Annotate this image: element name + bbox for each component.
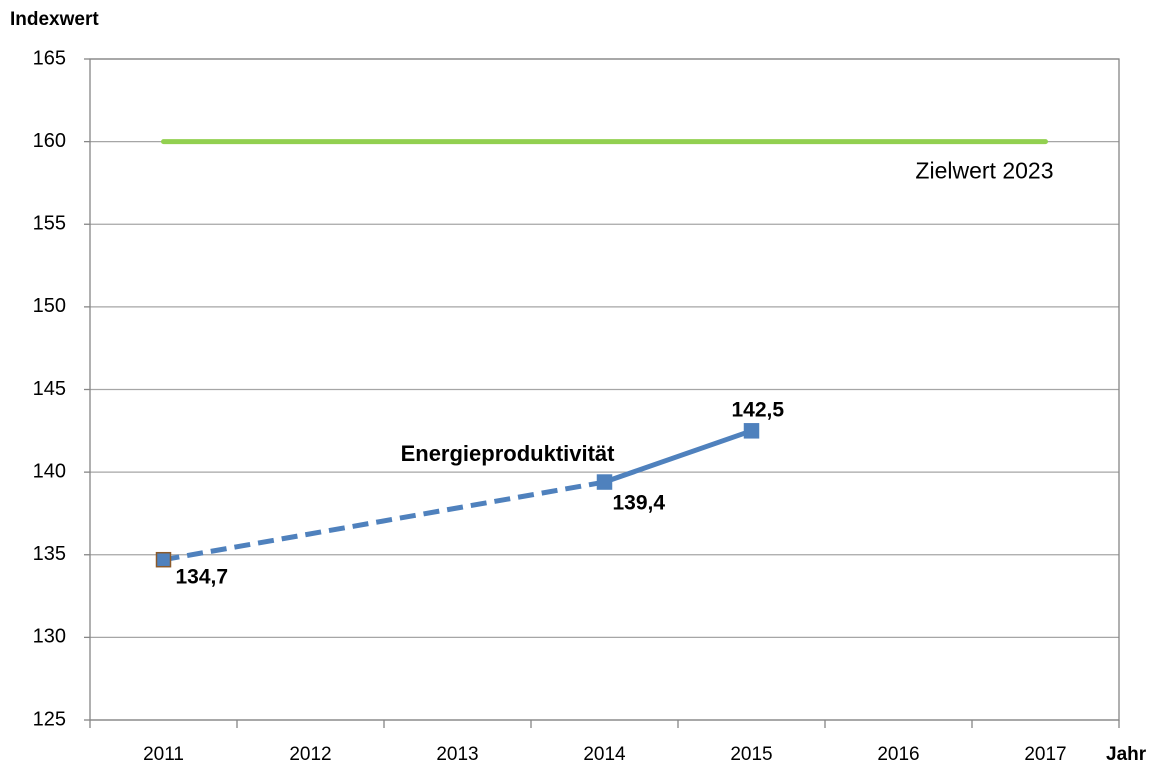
series-segment [603,428,753,485]
y-tick-label: 155 [33,213,66,235]
x-tick-label: 2015 [730,744,772,765]
y-tick-label: 135 [33,543,66,565]
y-tick-label: 160 [33,130,66,152]
series-segment [163,479,605,563]
x-tick-label: 2012 [289,744,331,765]
series-marker [743,423,760,439]
series-marker [155,551,172,568]
x-tick-label: 2017 [1024,744,1066,765]
plot-frame [89,58,1120,721]
y-tick-label: 145 [33,378,66,400]
x-tick-label: 2016 [877,744,919,765]
y-tick-label: 125 [33,708,66,730]
data-label: 134,7 [176,565,229,588]
y-tick-label: 140 [33,460,66,482]
y-tick-label: 165 [33,47,66,69]
x-tick-label: 2014 [583,744,626,765]
series-marker [596,474,613,490]
x-tick-label: 2013 [436,744,478,765]
y-tick-label: 130 [33,626,66,648]
series-label: Energieproduktivität [401,441,616,466]
x-tick-label: 2011 [143,744,184,765]
x-axis-label: Jahr [1106,744,1147,765]
target-label: Zielwert 2023 [915,158,1053,184]
y-axis-label: Indexwert [10,9,99,30]
data-label: 139,4 [613,492,666,515]
y-tick-label: 150 [33,295,66,317]
data-label: 142,5 [732,398,785,421]
